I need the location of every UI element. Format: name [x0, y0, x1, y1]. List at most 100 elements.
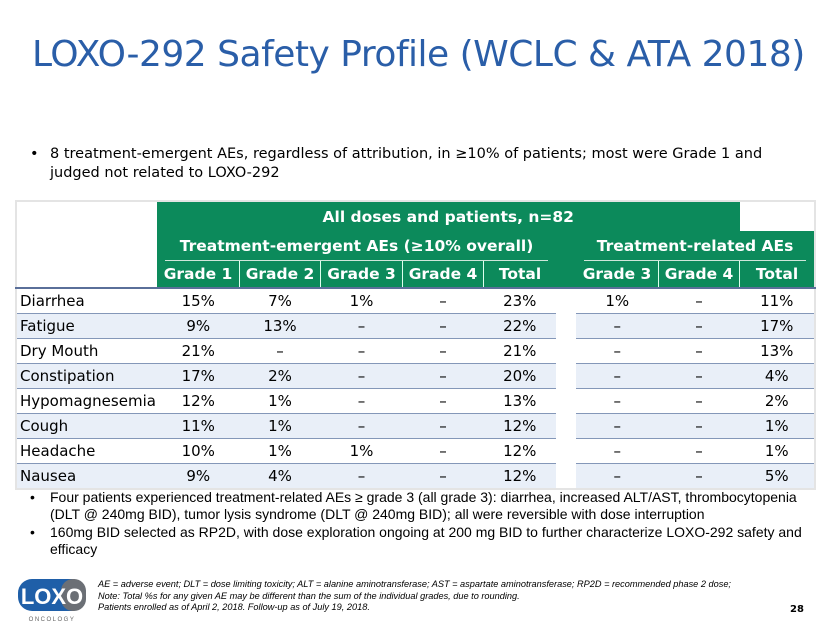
- table-row: Cough 11% 1% – –12% – –1%: [16, 413, 815, 439]
- gap-cell: [556, 363, 576, 389]
- header-group-emergent: Treatment-emergent AEs (≥10% overall): [157, 231, 556, 261]
- column-header: Total: [739, 260, 815, 288]
- table-row: Nausea 9% 4% – –12% – –5%: [16, 463, 815, 490]
- bullet-bottom-2: • 160mg BID selected as RP2D, with dose e…: [30, 524, 815, 557]
- value-cell: 22%: [483, 313, 556, 339]
- safety-table: All doses and patients, n=82 Treatment-e…: [15, 200, 816, 490]
- header-gap: [556, 260, 576, 288]
- bullet-dot: •: [30, 524, 35, 540]
- value-cell: 1%: [739, 438, 815, 464]
- value-cell: –: [239, 338, 321, 364]
- empty-corner: [16, 201, 157, 288]
- svg-text:ONCOLOGY: ONCOLOGY: [29, 617, 76, 623]
- value-cell: 17%: [157, 363, 240, 389]
- value-cell: 1%: [320, 438, 403, 464]
- bullet-text: 160mg BID selected as RP2D, with dose ex…: [50, 524, 802, 557]
- value-cell: 15%: [157, 288, 240, 314]
- value-cell: 13%: [739, 338, 815, 364]
- gap-cell: [556, 338, 576, 364]
- value-cell: –: [576, 438, 659, 464]
- value-cell: –: [402, 313, 484, 339]
- table-row: Fatigue 9% 13% – –22% – –17%: [16, 313, 815, 339]
- bullet-bottom-1: • Four patients experienced treatment-rel…: [30, 489, 815, 522]
- value-cell: 21%: [157, 338, 240, 364]
- value-cell: 1%: [576, 288, 659, 314]
- header-group-related: Treatment-related AEs: [576, 231, 815, 261]
- column-header: Total: [483, 260, 556, 288]
- value-cell: –: [658, 388, 740, 414]
- ae-name: Constipation: [16, 363, 157, 389]
- value-cell: 2%: [739, 388, 815, 414]
- value-cell: –: [576, 413, 659, 439]
- page-number: 28: [790, 604, 804, 615]
- svg-text:LOXO: LOXO: [21, 584, 83, 609]
- header-gap: [556, 231, 576, 260]
- value-cell: 7%: [239, 288, 321, 314]
- ae-name: Fatigue: [16, 313, 157, 339]
- ae-name: Hypomagnesemia: [16, 388, 157, 414]
- value-cell: 20%: [483, 363, 556, 389]
- value-cell: –: [320, 313, 403, 339]
- slide-title: LOXO-292 Safety Profile (WCLC & ATA 2018…: [32, 34, 805, 75]
- gap-cell: [556, 388, 576, 414]
- value-cell: –: [658, 363, 740, 389]
- value-cell: 13%: [483, 388, 556, 414]
- value-cell: 17%: [739, 313, 815, 339]
- value-cell: 13%: [239, 313, 321, 339]
- value-cell: –: [402, 363, 484, 389]
- value-cell: 11%: [739, 288, 815, 314]
- value-cell: 4%: [739, 363, 815, 389]
- table-row: Diarrhea 15% 7% 1% –23% 1% –11%: [16, 288, 815, 314]
- footnote: Patients enrolled as of April 2, 2018. F…: [98, 602, 370, 612]
- value-cell: 12%: [483, 463, 556, 490]
- value-cell: 9%: [157, 313, 240, 339]
- value-cell: –: [576, 388, 659, 414]
- column-header: Grade 4: [658, 260, 740, 288]
- column-header: Grade 3: [320, 260, 403, 288]
- value-cell: 1%: [239, 388, 321, 414]
- value-cell: –: [658, 313, 740, 339]
- ae-name: Cough: [16, 413, 157, 439]
- table-row: Constipation 17% 2% – –20% – –4%: [16, 363, 815, 389]
- value-cell: –: [658, 338, 740, 364]
- ae-name: Dry Mouth: [16, 338, 157, 364]
- value-cell: –: [402, 463, 484, 490]
- value-cell: –: [402, 288, 484, 314]
- value-cell: 1%: [739, 413, 815, 439]
- value-cell: 12%: [157, 388, 240, 414]
- table-row: Headache 10% 1% 1% –12% – –1%: [16, 438, 815, 464]
- column-header: Grade 1: [157, 260, 240, 288]
- value-cell: –: [402, 413, 484, 439]
- value-cell: –: [320, 463, 403, 490]
- column-header: Grade 3: [576, 260, 659, 288]
- value-cell: 10%: [157, 438, 240, 464]
- column-header: Grade 2: [239, 260, 321, 288]
- value-cell: 1%: [320, 288, 403, 314]
- value-cell: 12%: [483, 438, 556, 464]
- value-cell: 5%: [739, 463, 815, 490]
- value-cell: –: [320, 413, 403, 439]
- value-cell: 1%: [239, 413, 321, 439]
- value-cell: 11%: [157, 413, 240, 439]
- table-row: Dry Mouth 21% – – –21% – –13%: [16, 338, 815, 364]
- value-cell: –: [658, 413, 740, 439]
- value-cell: –: [320, 338, 403, 364]
- gap-cell: [556, 313, 576, 339]
- bullet-top: • 8 treatment-emergent AEs, regardless of…: [30, 145, 810, 183]
- footnotes: AE = adverse event; DLT = dose limiting …: [98, 579, 778, 614]
- value-cell: –: [402, 338, 484, 364]
- value-cell: 21%: [483, 338, 556, 364]
- footnote: Note: Total %s for any given AE may be d…: [98, 590, 520, 601]
- value-cell: –: [320, 388, 403, 414]
- value-cell: –: [320, 363, 403, 389]
- value-cell: 12%: [483, 413, 556, 439]
- value-cell: –: [658, 438, 740, 464]
- gap-cell: [556, 413, 576, 439]
- ae-name: Headache: [16, 438, 157, 464]
- bullet-text: Four patients experienced treatment-rela…: [50, 489, 797, 522]
- bullet-dot: •: [30, 489, 35, 505]
- value-cell: 23%: [483, 288, 556, 314]
- value-cell: –: [576, 463, 659, 490]
- loxo-logo: LOXO ONCOLOGY: [17, 578, 87, 623]
- ae-name: Diarrhea: [16, 288, 157, 314]
